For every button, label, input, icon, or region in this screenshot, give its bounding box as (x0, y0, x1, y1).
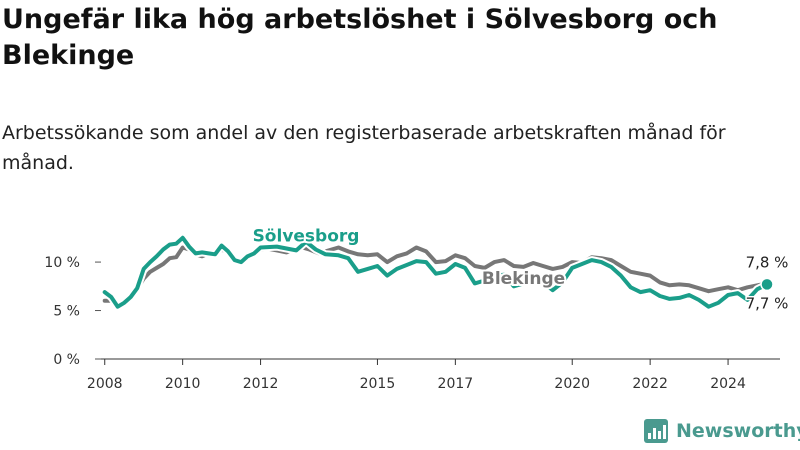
series-end-point (760, 277, 774, 292)
brand-footer: Newsworthy (644, 419, 800, 443)
x-tick-label: 2010 (165, 376, 201, 392)
end-value-label: 7,8 % (746, 253, 789, 271)
x-tick-label: 2015 (360, 376, 396, 392)
x-tick-label: 2008 (87, 376, 123, 392)
chart-title: Ungefär lika hög arbetslöshet i Sölvesbo… (2, 4, 718, 71)
bar-chart-logo-icon (644, 419, 668, 443)
x-tick-label: 2022 (632, 376, 668, 392)
x-tick-label: 2020 (554, 376, 590, 392)
line-chart: 0 % 5 % 10 % 2008 2010 2012 2015 2017 2020 2022 20… (44, 225, 790, 392)
x-tick-label: 2012 (243, 376, 279, 392)
y-tick-label: 0 % (53, 352, 80, 368)
series-label-slvesborg: Sölvesborg (253, 227, 360, 247)
chart-subtitle: Arbetssökande som andel av den registerb… (2, 122, 726, 174)
series-label-blekinge: Blekinge (482, 269, 565, 289)
end-value-label: 7,7 % (746, 294, 789, 312)
x-tick-label: 2024 (710, 376, 746, 392)
y-tick-label: 10 % (44, 255, 80, 271)
series-line-slvesborg (102, 235, 769, 309)
brand-name: Newsworthy (676, 420, 800, 442)
y-tick-label: 5 % (53, 304, 80, 320)
x-tick-label: 2017 (438, 376, 474, 392)
